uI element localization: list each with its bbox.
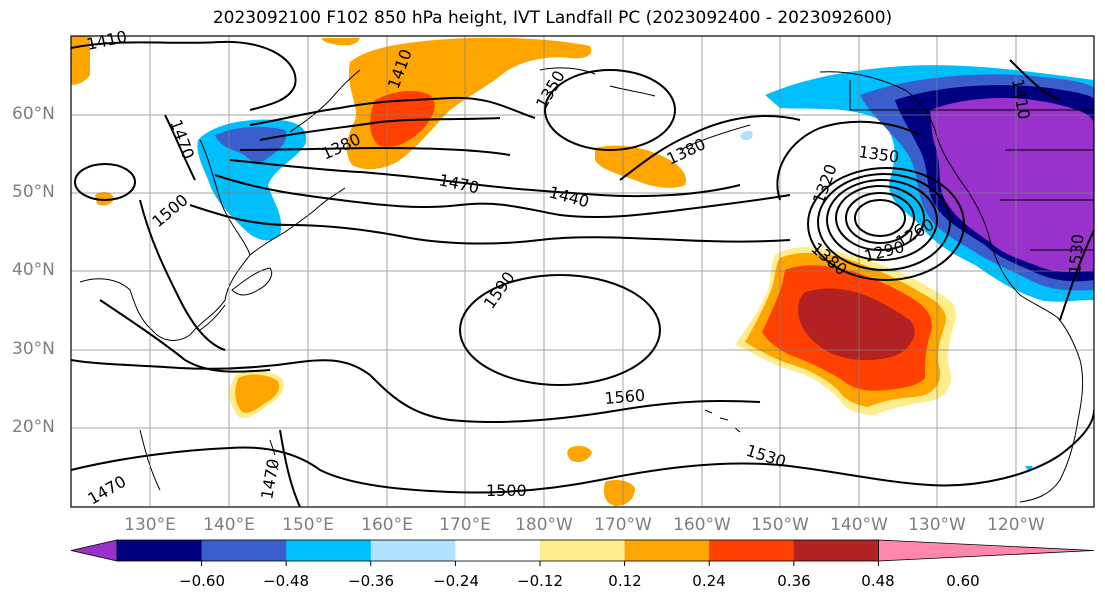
ivt-negative-region-east [765,65,1094,302]
colorbar-tick-label: −0.24 [433,572,479,590]
lon-label: 150°W [751,515,809,535]
lon-label: 170°E [439,515,491,535]
colorbar-tick-label: 0.36 [777,572,811,590]
contour-label: 1530 [1065,233,1087,275]
lon-label: 120°W [987,515,1045,535]
height-contours [71,40,1094,507]
map-frame [70,35,1095,508]
colorbar-segment [370,540,456,561]
colorbar [70,539,1095,566]
colorbar-segment [286,540,372,561]
lon-label: 140°E [203,515,255,535]
coastlines [79,67,1094,503]
colorbar-segment [117,540,203,561]
lat-label: 20°N [12,417,55,437]
colorbar-tick-label: −0.12 [517,572,563,590]
lat-label: 60°N [12,104,55,124]
colorbar-segment [540,540,626,561]
lon-label: 130°E [124,515,176,535]
ivt-positive-region-east [735,247,956,415]
lon-label: 160°W [673,515,731,535]
colorbar-tick-label: 0.60 [946,572,980,590]
lon-label: 180°W [515,515,573,535]
colorbar-segment [624,540,710,561]
colorbar-tick-label: 0.24 [692,572,726,590]
colorbar-tick-label: −0.48 [263,572,309,590]
colorbar-tick-label: −0.36 [348,572,394,590]
colorbar-segment [793,540,879,561]
lon-label: 150°E [282,515,334,535]
colorbar-tick-label: 0.12 [608,572,642,590]
colorbar-outline [116,539,879,562]
colorbar-extend-max [878,539,1095,562]
colorbar-extend-min [70,539,118,562]
lon-label: 130°W [908,515,966,535]
ivt-positive-region-north [71,36,686,188]
contour-label: 1560 [604,386,646,408]
height-contour-small-low [74,163,136,201]
colorbar-segment [455,540,541,561]
map-title: 2023092100 F102 850 hPa height, IVT Land… [212,8,893,28]
lat-label: 50°N [12,182,55,202]
lon-label: 170°W [594,515,652,535]
lon-label: 160°E [361,515,413,535]
colorbar-segment [709,540,795,561]
lat-label: 30°N [12,339,55,359]
colorbar-tick-label: −0.60 [179,572,225,590]
grid-lines [71,36,1094,507]
contour-label: 1500 [486,481,527,500]
colorbar-tick-label: 0.48 [861,572,895,590]
ivt-positive-region-south [95,192,1033,506]
lon-label: 140°W [830,515,888,535]
lat-label: 40°N [12,260,55,280]
colorbar-segment [201,540,287,561]
